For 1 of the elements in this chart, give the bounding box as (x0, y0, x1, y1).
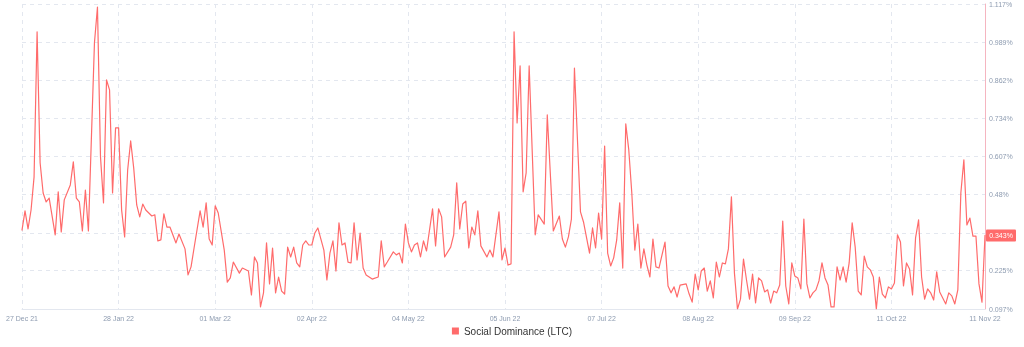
legend-label: Social Dominance (LTC) (463, 325, 573, 337)
